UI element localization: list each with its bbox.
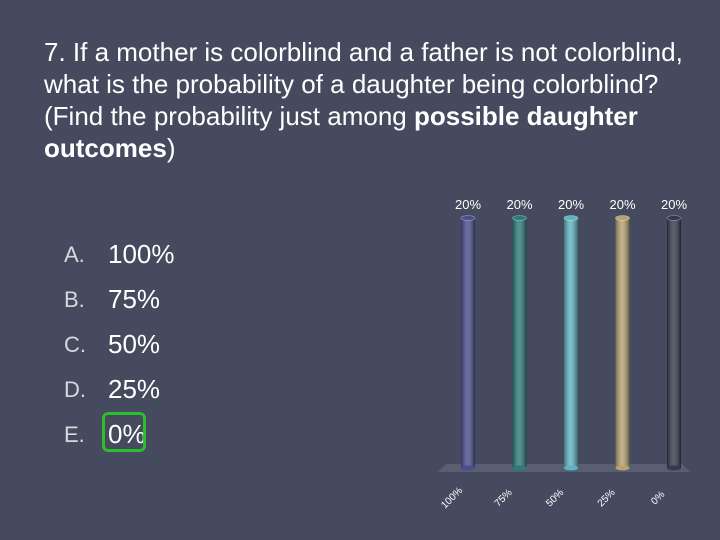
option-letter: B. [64,286,85,312]
option-letter: A. [64,241,85,267]
chart-bar-5 [666,215,682,471]
question-emphasis: possible daughter outcomes [44,101,638,163]
bar-value-label: 20% [609,197,635,212]
option-value: 25% [108,374,161,404]
chart-bar-2 [512,215,527,471]
bar-value-label: 20% [661,197,687,212]
question-text: 7. If a mother is colorblind and a fathe… [44,36,684,164]
option-a[interactable]: A. 100% [64,232,264,277]
category-tick-label: 0% [649,489,667,507]
chart-bar-4 [615,215,630,471]
chart-bar-1 [460,215,476,471]
option-letter: D. [64,376,86,402]
response-bar-chart: 20% 100% 20% 75% 20% 50% 20% 25% 20% 0% [438,197,690,511]
chart-bar-3 [563,215,579,471]
category-tick-label: 50% [544,487,566,509]
option-value: 50% [108,329,161,359]
category-tick-label: 100% [439,485,465,511]
answer-options: A. 100% B. 75% C. 50% D. 25% E. 0% [64,232,264,457]
option-letter: E. [64,421,85,447]
correct-answer-highlight [102,412,146,452]
option-b[interactable]: B. 75% [64,277,264,322]
option-value: 100% [108,239,175,269]
bar-value-label: 20% [506,197,532,212]
option-letter: C. [64,331,86,357]
category-tick-label: 75% [493,487,515,509]
bar-value-label: 20% [455,197,481,212]
question-part2: ) [166,133,176,163]
option-c[interactable]: C. 50% [64,322,264,367]
category-tick-label: 25% [596,487,618,509]
option-value: 75% [108,284,161,314]
option-value: 0% [108,419,146,449]
option-e[interactable]: E. 0% [64,412,264,457]
question-part1: 7. If a mother is colorblind and a fathe… [44,37,683,131]
option-d[interactable]: D. 25% [64,367,264,412]
response-chart: 20% 100% 20% 75% 20% 50% 20% 25% 20% 0% [428,190,698,520]
bar-value-label: 20% [558,197,584,212]
